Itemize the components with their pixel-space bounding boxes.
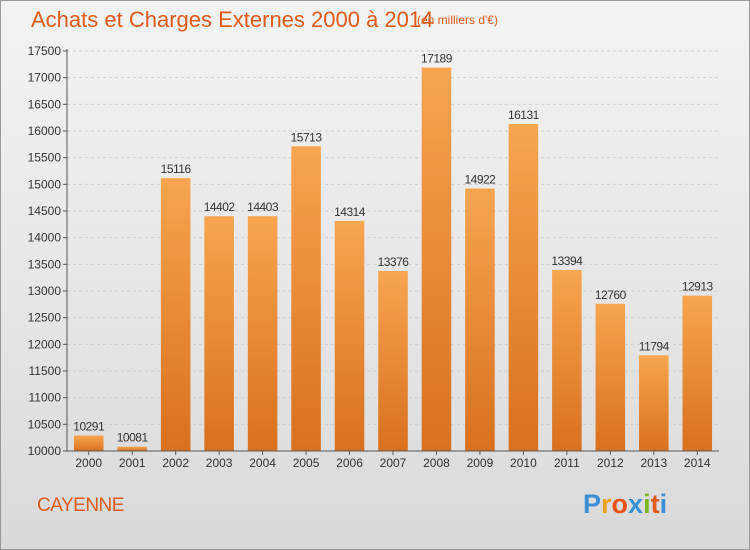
logo-letter: P (583, 489, 602, 519)
y-tick-label: 16000 (28, 124, 62, 138)
bar (378, 270, 408, 451)
bar (595, 303, 626, 451)
logo-letter: r (601, 489, 612, 519)
bar (117, 446, 147, 451)
y-tick-label: 12000 (28, 337, 62, 351)
logo-letter: i (659, 489, 668, 519)
x-tick-label: 2011 (554, 456, 580, 470)
logo-letter: x (628, 489, 644, 519)
x-tick-label: 2010 (510, 456, 537, 470)
y-tick-label: 16500 (28, 97, 62, 111)
y-tick-label: 15000 (28, 177, 62, 191)
y-tick-label: 13500 (28, 257, 62, 271)
bar-value-label: 14402 (204, 200, 236, 214)
bar-value-label: 11794 (639, 339, 670, 353)
bar (639, 355, 669, 451)
bar-value-label: 14403 (247, 200, 279, 214)
y-tick-label: 11000 (29, 391, 62, 405)
proxiti-logo: Proxiti (583, 489, 667, 520)
unit-note: (en milliers d'€) (417, 13, 498, 27)
bar (682, 295, 713, 451)
x-tick-label: 2002 (162, 456, 189, 470)
x-tick-label: 2007 (380, 456, 407, 470)
bar-value-label: 14314 (334, 205, 366, 219)
y-tick-label: 14000 (28, 231, 62, 245)
y-tick-label: 10000 (28, 444, 62, 458)
x-tick-label: 2009 (467, 456, 494, 470)
x-tick-label: 2006 (336, 456, 363, 470)
y-tick-label: 13000 (28, 284, 62, 298)
bar-value-label: 17189 (421, 52, 453, 66)
bar (247, 216, 278, 451)
bar (73, 435, 104, 451)
chart-title: Achats et Charges Externes 2000 à 2014 (31, 7, 434, 32)
bar-value-label: 10291 (73, 419, 105, 433)
logo-letter: o (611, 489, 629, 519)
bar (421, 67, 452, 451)
y-tick-label: 17000 (28, 71, 62, 85)
place-name: CAYENNE (37, 495, 124, 516)
bar (334, 220, 365, 451)
bar-value-label: 12913 (682, 280, 714, 294)
bar (291, 146, 321, 451)
bar (508, 124, 539, 451)
x-tick-label: 2012 (597, 456, 624, 470)
y-tick-label: 17500 (28, 44, 62, 58)
y-tick-label: 14500 (28, 204, 62, 218)
bar (160, 178, 191, 451)
bar-value-label: 12760 (595, 288, 627, 302)
x-tick-label: 2003 (206, 456, 233, 470)
bar-value-label: 15713 (291, 130, 323, 144)
y-tick-label: 11500 (29, 364, 62, 378)
y-tick-label: 10500 (28, 417, 62, 431)
y-tick-label: 12500 (28, 311, 62, 325)
bar-value-label: 15116 (161, 162, 192, 176)
x-tick-label: 2014 (684, 456, 711, 470)
bar-value-label: 13376 (378, 255, 410, 269)
bar (204, 216, 234, 451)
x-tick-label: 2013 (640, 456, 667, 470)
x-tick-label: 2001 (119, 456, 146, 470)
bar (465, 188, 495, 451)
bar-value-label: 14922 (464, 172, 496, 186)
y-tick-label: 15500 (28, 151, 62, 165)
x-tick-label: 2005 (293, 456, 320, 470)
bar-value-label: 16131 (508, 108, 540, 122)
logo-letter: t (650, 489, 660, 519)
bar-value-label: 10081 (117, 431, 149, 445)
x-tick-label: 2008 (423, 456, 450, 470)
bar (552, 269, 582, 451)
x-tick-label: 2004 (249, 456, 276, 470)
x-tick-label: 2000 (75, 456, 102, 470)
bar-value-label: 13394 (551, 254, 583, 268)
logo-letter: i (643, 489, 651, 519)
